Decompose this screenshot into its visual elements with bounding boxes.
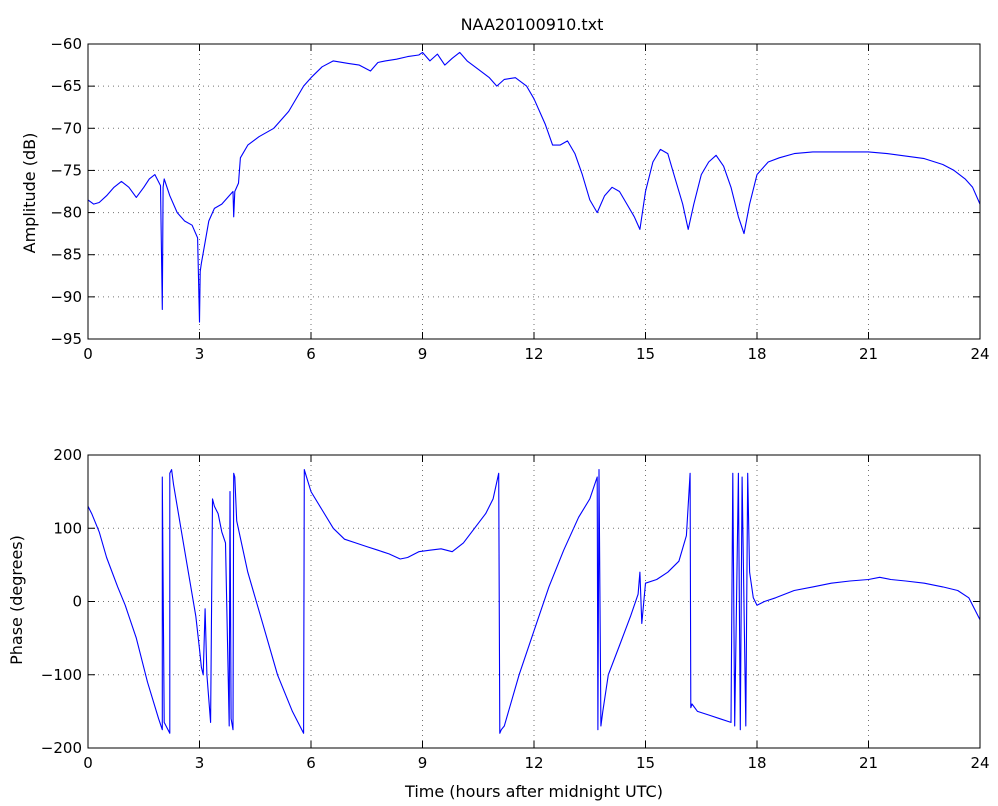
phase-x-tick-label: 9 (418, 754, 428, 772)
amplitude-x-tick-label: 3 (195, 345, 205, 363)
amplitude-x-tick-label: 21 (859, 345, 878, 363)
amplitude-y-tick-label: −80 (50, 204, 82, 222)
phase-x-tick-label: 15 (636, 754, 655, 772)
amplitude-y-tick-label: −90 (50, 288, 82, 306)
phase-y-axis-label: Phase (degrees) (7, 535, 26, 665)
amplitude-x-tick-label: 12 (524, 345, 543, 363)
phase-x-axis-label: Time (hours after midnight UTC) (404, 782, 663, 801)
phase-plot-border (87, 454, 981, 749)
amplitude-y-tick-label: −95 (50, 330, 82, 348)
phase-x-tick-label: 21 (859, 754, 878, 772)
phase-x-tick-label: 24 (970, 754, 989, 772)
amplitude-x-tick-label: 0 (83, 345, 93, 363)
phase-y-tick-label: −100 (41, 666, 82, 684)
amplitude-x-tick-label: 18 (747, 345, 766, 363)
phase-y-tick-label: 0 (72, 593, 82, 611)
phase-x-tick-label: 12 (524, 754, 543, 772)
amplitude-panel: 0 3 6 9 12 15 18 21 24 −95 −90 −85 −80 −75 −70 −65 −60 (50, 35, 989, 363)
amplitude-y-tick-label: −70 (50, 119, 82, 137)
phase-series-line (87, 469, 981, 734)
phase-y-tick-label: 200 (53, 446, 82, 464)
amplitude-x-tick-label: 9 (418, 345, 428, 363)
amplitude-x-tick-label: 6 (306, 345, 316, 363)
phase-panel: 0 3 6 9 12 15 18 21 24 −200 −100 0 100 200 (41, 446, 990, 772)
phase-x-tick-label: 18 (747, 754, 766, 772)
amplitude-y-tick-label: −85 (50, 246, 82, 264)
amplitude-y-tick-label: −75 (50, 161, 82, 179)
amplitude-y-tick-label: −65 (50, 77, 82, 95)
amplitude-series-line (87, 51, 981, 323)
phase-y-tick-label: 100 (53, 519, 82, 537)
amplitude-plot-border (87, 43, 981, 340)
amplitude-y-axis-label: Amplitude (dB) (20, 133, 39, 254)
amplitude-chart-title: NAA20100910.txt (461, 15, 604, 34)
phase-x-tick-label: 0 (83, 754, 93, 772)
amplitude-x-tick-label: 24 (970, 345, 989, 363)
amplitude-x-tick-label: 15 (636, 345, 655, 363)
phase-y-tick-label: −200 (41, 739, 82, 757)
amplitude-y-tick-label: −60 (50, 35, 82, 53)
phase-x-tick-label: 6 (306, 754, 316, 772)
phase-x-tick-label: 3 (195, 754, 205, 772)
